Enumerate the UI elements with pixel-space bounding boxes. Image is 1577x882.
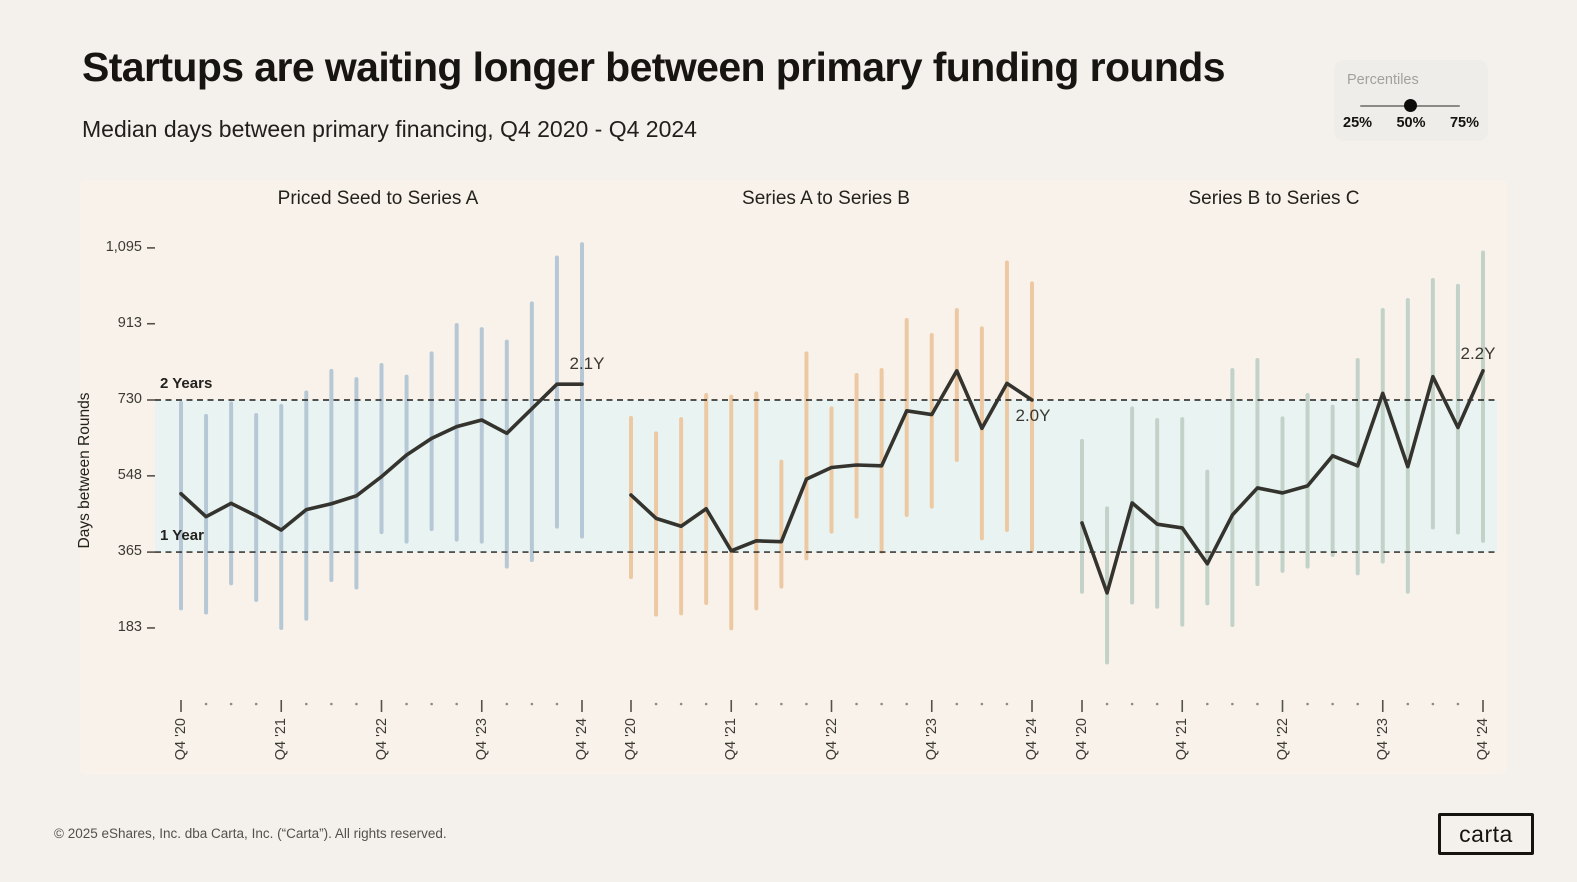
x-tick-dot [880,702,883,706]
y-axis-tick-label: 365 [117,543,142,560]
x-tick-dot [780,702,783,706]
x-tick-dot [1130,702,1134,706]
percentile-slider-handle[interactable] [1404,99,1417,112]
x-axis-tick-label: Q4 '22 [373,718,390,761]
x-tick-dot [1456,702,1460,706]
median-line [1080,369,1485,595]
x-axis-tick-label: Q4 '21 [1174,718,1191,761]
x-tick-dot [330,702,333,706]
x-axis-tick-label: Q4 '22 [1274,718,1291,761]
x-tick-dot [455,702,458,706]
percentile-options: 25% 50% 75% [1334,115,1488,131]
x-axis-tick-label: Q4 '24 [574,718,590,761]
x-axis-tick-label: Q4 '20 [623,718,639,761]
x-tick-dot [405,702,408,706]
x-tick-dot [1431,702,1435,706]
median-line [179,382,584,532]
x-tick-dot [204,702,208,706]
percentile-option-50[interactable]: 50% [1396,115,1426,131]
panel-title-a-to-b: Series A to Series B [742,188,910,209]
end-value-label-b-to-c: 2.2Y [1460,344,1496,363]
page-subtitle: Median days between primary financing, Q… [82,116,697,142]
x-tick-dot [1105,702,1109,706]
x-tick-dot [905,702,908,706]
x-axis-tick-label: Q4 '20 [173,718,189,761]
x-axis-tick-label: Q4 '23 [923,718,940,761]
x-tick-dot [505,702,509,706]
reference-label-2-years: 2 Years [160,375,213,392]
x-tick-dot [1005,702,1009,706]
x-axis-tick-label: Q4 '21 [273,718,290,761]
x-axis-tick-label: Q4 '21 [723,718,740,761]
end-value-label-a-to-b: 2.0Y [1015,406,1051,425]
x-tick-dot [1406,702,1410,706]
percentiles-widget: Percentiles 25% 50% 75% [1334,60,1488,141]
y-axis-tick-label: 1,095 [105,238,142,255]
percentiles-widget-label: Percentiles [1347,72,1419,88]
panel-title-seed-to-a: Priced Seed to Series A [277,188,479,209]
x-tick-dot [1155,702,1159,706]
y-axis-tick-label: 183 [117,618,142,635]
y-axis-tick-label: 548 [117,466,142,483]
percentile-option-75[interactable]: 75% [1449,115,1479,131]
x-tick-dot [1206,702,1209,706]
x-axis-tick-label: Q4 '20 [1074,718,1090,761]
percentile-option-25[interactable]: 25% [1343,115,1373,131]
x-tick-dot [955,702,959,706]
x-tick-dot [305,702,308,706]
x-axis-tick-label: Q4 '24 [1475,718,1491,761]
y-axis-tick-label: 730 [117,391,142,407]
x-tick-dot [1331,702,1334,706]
x-tick-dot [755,702,758,706]
x-tick-dot [254,702,258,706]
x-tick-dot [1256,702,1259,706]
carta-logo: carta [1438,813,1534,855]
x-axis-tick-label: Q4 '23 [473,718,490,761]
x-tick-dot [430,702,433,706]
reference-label-1-year: 1 Year [160,527,204,544]
x-axis-tick-label: Q4 '23 [1374,718,1391,761]
x-tick-dot [980,702,984,706]
median-line [629,369,1034,553]
x-tick-dot [704,702,708,706]
x-tick-dot [355,702,358,706]
band-one-to-two-years [155,400,1497,553]
x-tick-dot [805,702,808,706]
x-tick-dot [679,702,683,706]
x-tick-dot [1231,702,1234,706]
x-tick-dot [1356,702,1359,706]
x-tick-dot [855,702,858,706]
end-value-label-seed-to-a: 2.1Y [569,354,605,373]
panel-title-b-to-c: Series B to Series C [1188,188,1360,209]
page-title: Startups are waiting longer between prim… [82,44,1226,90]
x-tick-dot [229,702,233,706]
x-tick-dot [1306,702,1309,706]
x-tick-dot [654,702,658,706]
y-axis-tick-label: 913 [117,314,142,331]
footer-copyright: © 2025 eShares, Inc. dba Carta, Inc. (“C… [54,826,447,841]
x-axis-tick-label: Q4 '22 [823,718,840,761]
x-tick-dot [530,702,534,706]
x-tick-dot [555,702,559,706]
x-axis-tick-label: Q4 '24 [1024,718,1040,761]
